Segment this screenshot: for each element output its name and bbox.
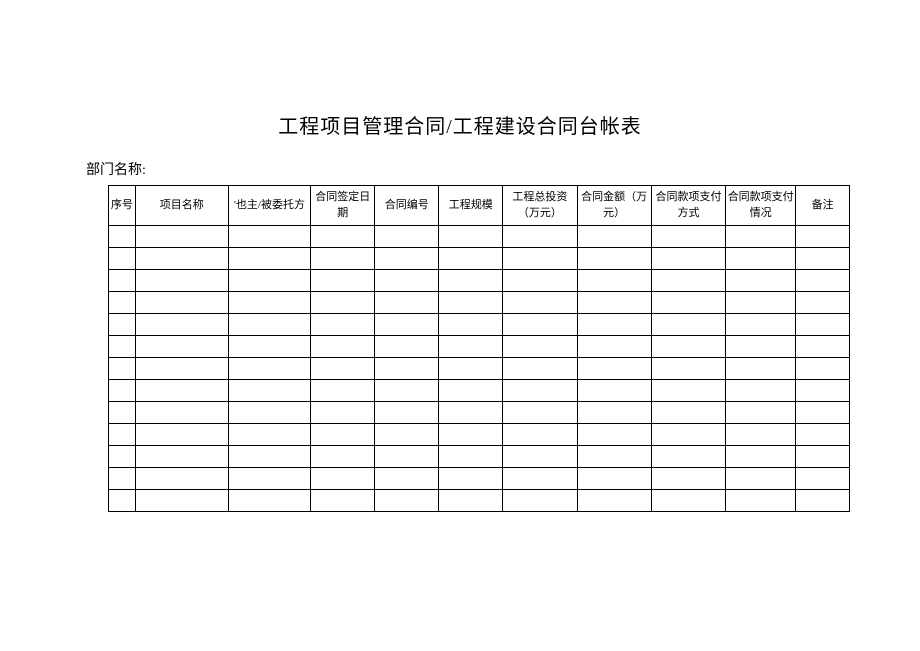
table-header: 序号 项目名称 '也主/被委托方 合同签定日期 合同编号 工程规模 工程总投资（…	[109, 186, 850, 226]
table-row	[109, 292, 850, 314]
col-header-owner: '也主/被委托方	[228, 186, 311, 226]
table-row	[109, 402, 850, 424]
table-row	[109, 314, 850, 336]
table-row	[109, 380, 850, 402]
table-row	[109, 446, 850, 468]
table-row	[109, 468, 850, 490]
col-header-amount: 合同金额（万元）	[577, 186, 651, 226]
table-row	[109, 336, 850, 358]
table-row	[109, 270, 850, 292]
table-row	[109, 358, 850, 380]
col-header-name: 项目名称	[135, 186, 228, 226]
table-row	[109, 424, 850, 446]
contract-ledger-table: 序号 项目名称 '也主/被委托方 合同签定日期 合同编号 工程规模 工程总投资（…	[108, 185, 850, 512]
table-row	[109, 226, 850, 248]
document-title: 工程项目管理合同/工程建设合同台帐表	[90, 110, 830, 139]
col-header-status: 合同款项支付情况	[726, 186, 796, 226]
page-container: 工程项目管理合同/工程建设合同台帐表 部门名称: 序号 项目名称 '也主/被委托…	[0, 0, 920, 512]
col-header-date: 合同签定日期	[311, 186, 375, 226]
table-body	[109, 226, 850, 512]
col-header-seq: 序号	[109, 186, 136, 226]
col-header-scale: 工程规模	[439, 186, 503, 226]
table-row	[109, 490, 850, 512]
col-header-invest: 工程总投资（万元）	[503, 186, 577, 226]
col-header-remark: 备注	[796, 186, 850, 226]
col-header-method: 合同款项支付方式	[651, 186, 725, 226]
col-header-no: 合同编号	[375, 186, 439, 226]
department-label: 部门名称:	[86, 159, 830, 179]
table-row	[109, 248, 850, 270]
